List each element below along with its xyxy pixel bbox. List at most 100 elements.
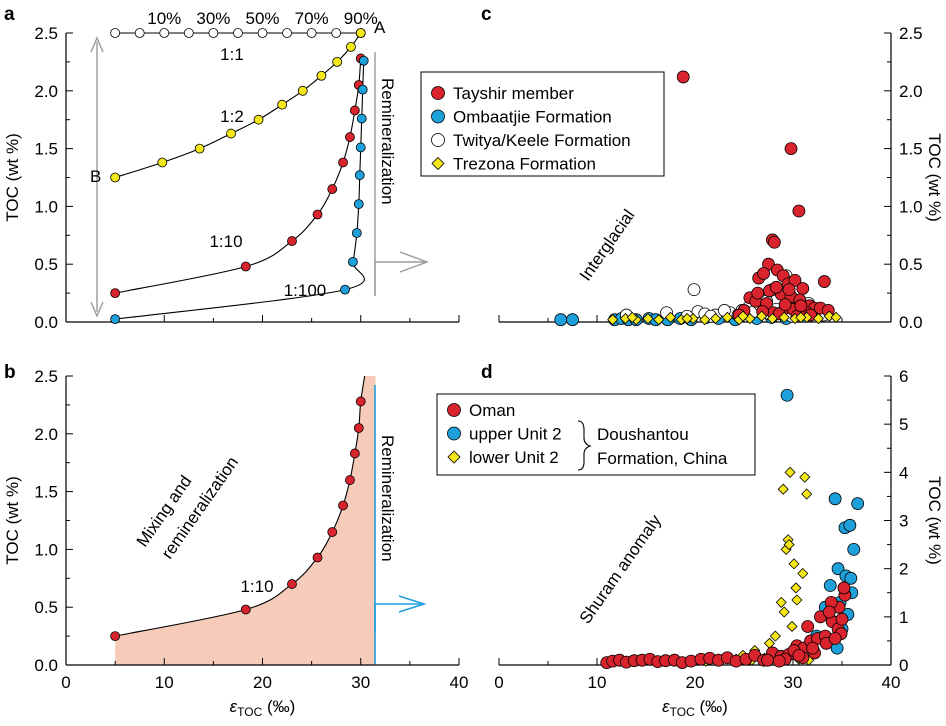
mixing-region: [115, 376, 376, 665]
y-tick-label: 2.0: [34, 425, 58, 444]
y-tick-label: 2.5: [34, 367, 58, 386]
legend-group-line2: Formation, China: [597, 449, 728, 468]
point-1-2: [297, 85, 308, 96]
point-0: [784, 142, 798, 156]
point-2: [777, 483, 789, 495]
point-3: [607, 314, 619, 326]
x-tick-label: 0: [494, 673, 503, 692]
point-1-1: [306, 28, 317, 38]
y-tick-label: 3: [899, 512, 908, 531]
point-0: [794, 299, 808, 313]
point-1-1: [159, 28, 170, 38]
y-tick-label: 0.0: [899, 313, 923, 332]
point-2: [790, 582, 802, 594]
point-1-10: [338, 157, 348, 168]
point-2: [687, 283, 701, 297]
point-3: [642, 312, 654, 325]
y-axis-label: TOC (wt %): [925, 133, 944, 221]
panel-letter: c: [481, 4, 492, 25]
point-0: [828, 632, 842, 645]
point-1-1: [110, 28, 121, 38]
point-2: [797, 567, 809, 580]
point-2: [775, 596, 787, 608]
legend: [420, 71, 665, 177]
point-3: [778, 311, 790, 323]
y-tick-label: 2.0: [899, 82, 923, 101]
x-axis-label: εTOC (‰): [662, 697, 728, 719]
percent-label: 10%: [147, 9, 181, 28]
point-1-10: [110, 631, 121, 641]
curve-label-1-1: 1:1: [220, 45, 244, 64]
arrow-head-up: [90, 36, 104, 53]
y-tick-label: 2.5: [899, 24, 923, 43]
point-1-2: [194, 143, 205, 154]
point-1-100: [351, 228, 362, 238]
panel-letter: d: [481, 362, 493, 383]
legend-label: Tayshir member: [453, 84, 574, 103]
point-3: [830, 311, 842, 323]
point-0: [751, 286, 765, 300]
panel-c: 0.0 0.5 1.0 1.5 2.0 2.5 TOC (wt %) c Tayshir mem…: [420, 4, 944, 332]
x-tick-label: 40: [882, 673, 901, 692]
point-1-10: [338, 500, 348, 511]
point-1-10: [345, 132, 355, 142]
point-2: [778, 606, 790, 618]
point-3: [664, 311, 677, 323]
x-tick-label: 0: [61, 673, 70, 692]
panel-letter: b: [4, 362, 16, 383]
curve-1-100: [115, 60, 365, 320]
point-1-2: [253, 114, 264, 125]
legend-group-line1: Doushantou: [597, 425, 689, 444]
y-tick-label: 0: [899, 656, 908, 675]
y-axis-label: TOC (wt %): [925, 476, 944, 564]
curve-label-1-10: 1:10: [240, 577, 273, 596]
curve-label-1-2: 1:2: [220, 107, 244, 126]
point-3: [766, 312, 778, 325]
panel-d: 0 10 20 30 40 εTOC (‰) 0 1 2 3 4 5 6 TOC (wt %) d Oman u…: [436, 362, 944, 719]
y-tick-label: 1.0: [34, 197, 58, 216]
point-2: [791, 594, 803, 606]
point-1-2: [346, 41, 356, 52]
y-tick-label: 1.5: [34, 140, 58, 159]
point-3: [721, 311, 733, 323]
legend-label: lower Unit 2: [469, 448, 559, 467]
point-2: [788, 558, 800, 570]
point-2: [801, 488, 813, 500]
point-1-100: [355, 142, 366, 153]
y-tick-label: 0.5: [899, 255, 923, 274]
point-1-100: [110, 314, 121, 325]
point-1: [847, 543, 861, 556]
point-1-2: [226, 128, 236, 139]
percent-label: 30%: [196, 9, 230, 28]
remineralization-bracket: [374, 261, 427, 296]
point-1-10: [287, 236, 297, 246]
point-0: [822, 605, 836, 619]
x-tick-label: 30: [351, 673, 370, 692]
y-tick-label: 1.0: [34, 540, 58, 559]
y-tick-label: 1: [899, 608, 908, 627]
point-1-100: [347, 256, 358, 267]
y-axis-label: TOC (wt %): [3, 476, 22, 564]
point-0: [769, 280, 783, 294]
point-1-1: [331, 28, 342, 38]
legend-marker: [431, 156, 445, 171]
bracket-arrow: [398, 595, 427, 613]
point-3: [812, 312, 825, 325]
point-0: [796, 282, 810, 295]
arrow-head-down: [90, 301, 104, 318]
bracket-arrow: [399, 251, 430, 273]
point-1-10: [240, 261, 251, 272]
point-1-10: [353, 423, 364, 433]
point-1-1: [233, 28, 243, 38]
point-1-10: [355, 396, 366, 407]
point-1-10: [349, 448, 360, 459]
legend-marker: [447, 403, 461, 417]
panel-b: 0 10 20 30 40 εTOC (‰) 0.0 0.5 1.0 1.5 2.0 2.5 TOC (…: [3, 362, 468, 719]
point-1-100: [358, 55, 369, 66]
point-0: [835, 612, 849, 626]
point-1: [851, 497, 865, 511]
point-0: [767, 235, 781, 249]
point-1-10: [327, 184, 338, 194]
y-tick-label: 0.0: [34, 656, 58, 675]
point-3: [795, 311, 807, 323]
